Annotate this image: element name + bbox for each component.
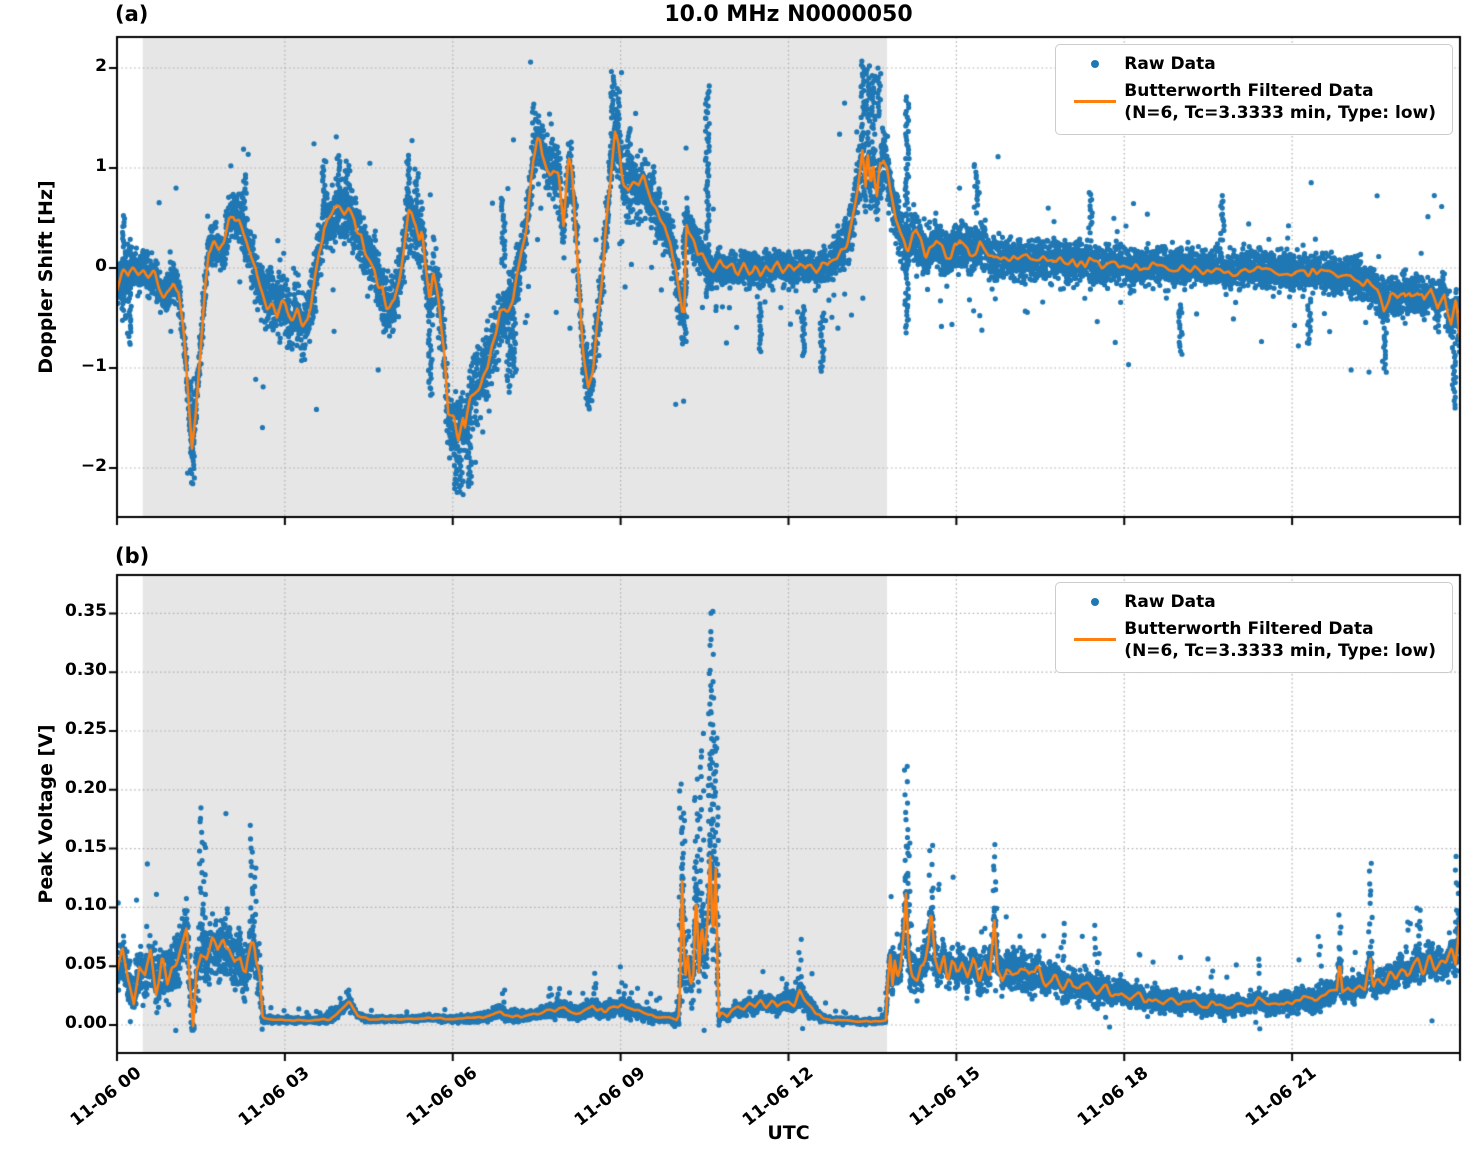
panel-a-legend: Raw Data Butterworth Filtered Data (N=6,… [1055, 44, 1453, 136]
y-tick-label: 1 [95, 156, 107, 176]
y-tick-label: 0 [95, 256, 107, 276]
panel-a-label: (a) [115, 2, 149, 26]
raw-data-dot-icon [1066, 53, 1124, 68]
y-tick-label: 0.25 [65, 719, 107, 739]
y-tick-label: −2 [80, 456, 107, 476]
panel-b-label: (b) [115, 544, 150, 568]
y-tick-label: 0.05 [65, 954, 107, 975]
panel-b-ylabel: Peak Voltage [V] [35, 724, 57, 904]
y-tick-label: 0.00 [65, 1013, 107, 1033]
filtered-line-icon [1066, 80, 1124, 104]
y-tick-label: 0.10 [65, 895, 107, 916]
y-tick-label: 2 [95, 56, 107, 76]
chart-title: 10.0 MHz N0000050 [664, 2, 913, 27]
panel-a-ylabel: Doppler Shift [Hz] [35, 180, 57, 374]
legend-raw-label: Raw Data [1124, 54, 1216, 74]
legend-raw-label: Raw Data [1124, 592, 1216, 612]
y-tick-label: −1 [80, 356, 107, 376]
x-axis-label: UTC [767, 1122, 810, 1144]
legend-entry-raw: Raw Data [1066, 53, 1436, 75]
legend-entry-filtered: Butterworth Filtered Data (N=6, Tc=3.333… [1066, 618, 1436, 662]
y-tick-label: 0.35 [65, 601, 107, 622]
raw-data-dot-icon [1066, 591, 1124, 606]
y-tick-label: 0.15 [65, 836, 107, 857]
legend-filtered-label: Butterworth Filtered Data (N=6, Tc=3.333… [1124, 81, 1436, 124]
filtered-line-icon [1066, 618, 1124, 642]
y-tick-label: 0.20 [65, 777, 107, 798]
legend-entry-filtered: Butterworth Filtered Data (N=6, Tc=3.333… [1066, 80, 1436, 124]
panel-b-legend: Raw Data Butterworth Filtered Data (N=6,… [1055, 582, 1453, 674]
legend-entry-raw: Raw Data [1066, 591, 1436, 613]
y-tick-label: 0.30 [65, 660, 107, 681]
legend-filtered-label: Butterworth Filtered Data (N=6, Tc=3.333… [1124, 619, 1436, 662]
